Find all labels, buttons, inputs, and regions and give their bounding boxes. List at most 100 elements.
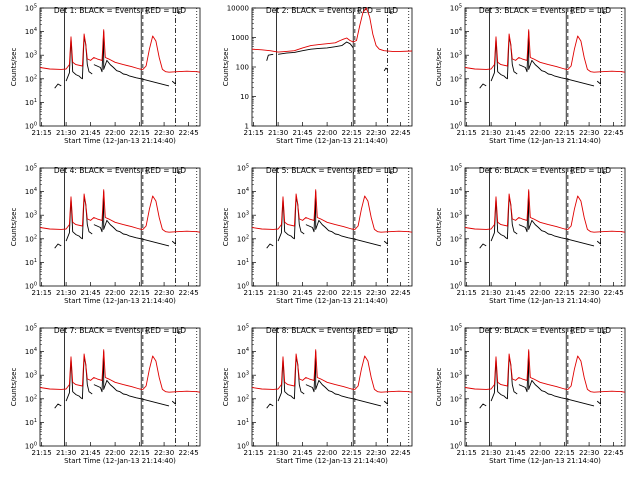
x-tick-label: 21:45 — [81, 449, 101, 457]
y-tick-label: 103 — [237, 371, 249, 380]
marker-label: E — [390, 329, 394, 336]
x-axis-label: Start Time (12-Jan-13 21:14:40) — [276, 457, 388, 465]
y-tick-label: 104 — [450, 347, 462, 356]
y-axis-label: Counts/sec — [10, 48, 18, 87]
x-tick-label: 22:30 — [366, 129, 386, 137]
x-tick-label: 21:30 — [481, 289, 501, 297]
series-events-line — [479, 191, 601, 249]
x-tick-label: 21:45 — [81, 289, 101, 297]
y-tick-label: 102 — [450, 234, 462, 243]
y-tick-label: 102 — [450, 394, 462, 403]
y-tick-label: 1000 — [231, 34, 249, 42]
y-tick-label: 105 — [450, 4, 462, 13]
x-tick-label: 22:15 — [129, 449, 149, 457]
plot-frame — [39, 167, 201, 287]
x-tick-label: 21:45 — [293, 289, 313, 297]
x-tick-label: 22:45 — [390, 129, 410, 137]
series-lld-line — [39, 29, 201, 73]
x-tick-label: 21:45 — [81, 129, 101, 137]
y-tick-label: 101 — [450, 418, 462, 427]
x-tick-label: 21:15 — [457, 449, 477, 457]
chart-title: Det 9: BLACK = Events, RED = LLD — [479, 326, 611, 335]
panel-det-4: Det 4: BLACK = Events, RED = LLD 100 101 10… — [10, 164, 201, 305]
x-tick-label: 21:30 — [268, 289, 288, 297]
marker-label: E — [178, 329, 182, 336]
y-tick-label: 103 — [450, 51, 462, 60]
y-tick-label: 100 — [25, 282, 37, 291]
series-events-line — [479, 351, 601, 409]
y-tick-label: 102 — [25, 394, 37, 403]
y-tick-label: 104 — [25, 347, 37, 356]
series-lld-line — [251, 349, 413, 393]
marker-label: S — [570, 9, 574, 16]
x-tick-label: 22:15 — [341, 289, 361, 297]
marker-label: E — [178, 9, 182, 16]
x-tick-label: 21:30 — [268, 449, 288, 457]
panel-det-7: Det 7: BLACK = Events, RED = LLD 100 101 10… — [10, 324, 201, 465]
y-tick-label: 103 — [450, 371, 462, 380]
series-events-line — [266, 351, 388, 409]
y-tick-label: 1 — [245, 123, 249, 131]
marker-label: S — [570, 329, 574, 336]
x-tick-label: 22:30 — [154, 449, 174, 457]
x-tick-label: 22:15 — [554, 129, 574, 137]
panel-det-8: Det 8: BLACK = Events, RED = LLD 100 101 10… — [222, 324, 413, 465]
series-events-line — [266, 191, 388, 249]
x-tick-label: 21:15 — [244, 449, 264, 457]
y-tick-label: 104 — [237, 347, 249, 356]
x-tick-label: 21:15 — [32, 129, 52, 137]
chart-title: Det 5: BLACK = Events, RED = LLD — [266, 166, 398, 175]
y-tick-label: 103 — [25, 371, 37, 380]
x-tick-label: 21:30 — [268, 129, 288, 137]
y-tick-label: 100 — [450, 122, 462, 131]
x-tick-label: 22:30 — [579, 289, 599, 297]
x-tick-label: 21:30 — [56, 289, 76, 297]
series-events-line — [54, 351, 176, 409]
x-tick-label: 21:45 — [506, 449, 526, 457]
series-lld-line — [39, 349, 201, 393]
x-axis-label: Start Time (12-Jan-13 21:14:40) — [276, 137, 388, 145]
y-tick-label: 10 — [240, 93, 249, 101]
x-tick-label: 22:15 — [554, 449, 574, 457]
y-tick-label: 105 — [25, 164, 37, 173]
y-tick-label: 100 — [25, 442, 37, 451]
y-tick-label: 105 — [450, 164, 462, 173]
chart-title: Det 1: BLACK = Events, RED = LLD — [54, 6, 186, 15]
y-axis-label: Counts/sec — [222, 208, 230, 247]
plot-frame — [251, 327, 413, 447]
y-tick-label: 105 — [25, 324, 37, 333]
y-tick-label: 101 — [450, 258, 462, 267]
panel-det-3: Det 3: BLACK = Events, RED = LLD 100 101 10… — [435, 4, 626, 145]
x-tick-label: 22:45 — [390, 289, 410, 297]
chart-title: Det 8: BLACK = Events, RED = LLD — [266, 326, 398, 335]
x-tick-label: 21:30 — [56, 129, 76, 137]
x-tick-label: 22:00 — [105, 129, 125, 137]
x-tick-label: 22:00 — [105, 289, 125, 297]
y-tick-label: 102 — [25, 234, 37, 243]
marker-label: E — [603, 329, 607, 336]
panel-det-1: Det 1: BLACK = Events, RED = LLD 100 101 10… — [10, 4, 201, 145]
y-tick-label: 105 — [450, 324, 462, 333]
panel-det-6: Det 6: BLACK = Events, RED = LLD 100 101 10… — [435, 164, 626, 305]
x-tick-label: 22:45 — [603, 129, 623, 137]
x-tick-label: 22:15 — [341, 449, 361, 457]
x-tick-label: 22:15 — [129, 129, 149, 137]
plot-frame — [251, 167, 413, 287]
plot-frame — [251, 7, 413, 127]
y-tick-label: 103 — [450, 211, 462, 220]
y-tick-label: 100 — [237, 282, 249, 291]
y-tick-label: 103 — [25, 211, 37, 220]
y-tick-label: 103 — [25, 51, 37, 60]
x-tick-label: 21:15 — [244, 129, 264, 137]
marker-label: E — [390, 169, 394, 176]
marker-label: S — [357, 329, 361, 336]
y-tick-label: 102 — [25, 74, 37, 83]
x-tick-label: 21:15 — [32, 449, 52, 457]
x-tick-label: 22:00 — [317, 449, 337, 457]
series-lld-line — [464, 349, 626, 393]
x-tick-label: 21:15 — [457, 289, 477, 297]
x-tick-label: 22:00 — [105, 449, 125, 457]
panel-det-9: Det 9: BLACK = Events, RED = LLD 100 101 10… — [435, 324, 626, 465]
marker-label: E — [178, 169, 182, 176]
